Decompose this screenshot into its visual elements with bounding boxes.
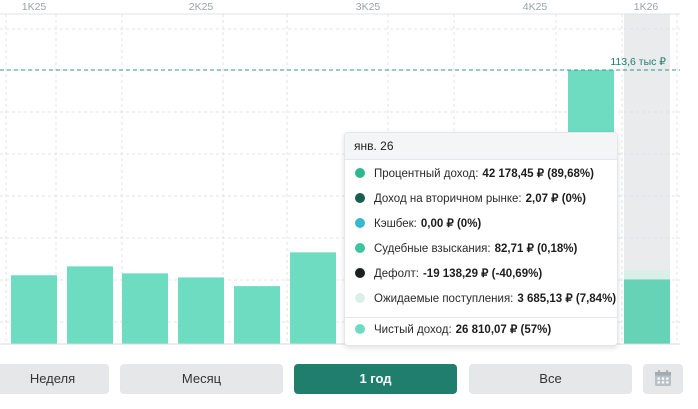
- tooltip-total-value: 26 810,07 ₽ (57%): [455, 324, 552, 336]
- bar-expected-segment: [624, 270, 670, 280]
- tooltip-row-interest: Процентный доход: 42 178,45 ₽ (89,68%): [355, 165, 594, 183]
- tooltip-row-value: -19 138,29 ₽ (-40,69%): [422, 268, 543, 280]
- tooltip-title: янв. 26: [345, 133, 617, 160]
- bar: [624, 279, 670, 344]
- x-tick-label: 2K25: [189, 1, 214, 13]
- tooltip-row-value: 82,71 ₽ (0,18%): [494, 243, 578, 255]
- period-year-button[interactable]: 1 год: [294, 364, 457, 394]
- max-reference-label: 113,6 тыс ₽: [610, 56, 666, 68]
- tooltip-row-label: Судебные взыскания:: [374, 243, 491, 255]
- default-dot: [355, 267, 365, 278]
- x-tick-label: 4K25: [523, 1, 548, 13]
- calendar-button[interactable]: [643, 364, 683, 394]
- bar: [178, 277, 224, 344]
- tooltip-row-label: Процентный доход:: [374, 168, 479, 180]
- tooltip-row-value: 42 178,45 ₽ (89,68%): [482, 168, 594, 180]
- court-recovery-dot: [355, 242, 365, 253]
- tooltip-row-net-income: Чистый доход: 26 810,07 ₽ (57%): [355, 321, 551, 339]
- net-income-dot: [355, 323, 365, 334]
- tooltip-row-label: Ожидаемые поступления:: [374, 293, 514, 305]
- tooltip-row-label: Доход на вторичном рынке:: [374, 193, 522, 205]
- bar: [67, 266, 113, 344]
- tooltip-divider: [345, 317, 617, 318]
- tooltip-row-default: Дефолт: -19 138,29 ₽ (-40,69%): [355, 265, 542, 283]
- chart-tooltip: янв. 26 Процентный доход: 42 178,45 ₽ (89…: [344, 132, 618, 346]
- expected-dot: [355, 292, 365, 303]
- period-week-button[interactable]: Неделя: [0, 364, 109, 394]
- period-all-button[interactable]: Все: [469, 364, 632, 394]
- bar: [234, 286, 280, 344]
- bar: [290, 252, 336, 344]
- cashback-dot: [355, 217, 365, 228]
- tooltip-row-cashback: Кэшбек: 0,00 ₽ (0%): [355, 215, 481, 233]
- tooltip-total-label: Чистый доход:: [374, 324, 452, 336]
- tooltip-row-value: 3 685,13 ₽ (7,84%): [517, 293, 617, 305]
- tooltip-row-value: 2,07 ₽ (0%): [525, 193, 586, 205]
- x-tick-label: 3K25: [356, 1, 381, 13]
- tooltip-row-label: Кэшбек:: [374, 218, 417, 230]
- tooltip-row-label: Дефолт:: [374, 268, 419, 280]
- bar: [11, 275, 57, 344]
- secondary-market-dot: [355, 192, 365, 203]
- x-tick-label: 1K26: [634, 1, 659, 13]
- calendar-icon: [655, 370, 671, 386]
- tooltip-row-secondary-market: Доход на вторичном рынке: 2,07 ₽ (0%): [355, 190, 586, 208]
- tooltip-row-value: 0,00 ₽ (0%): [420, 218, 482, 230]
- interest-dot: [355, 167, 365, 178]
- x-tick-label: 1K25: [22, 1, 47, 13]
- tooltip-row-court-recovery: Судебные взыскания: 82,71 ₽ (0,18%): [355, 240, 577, 258]
- tooltip-row-expected: Ожидаемые поступления: 3 685,13 ₽ (7,84%): [355, 290, 616, 308]
- period-month-button[interactable]: Месяц: [120, 364, 283, 394]
- bar: [122, 273, 168, 344]
